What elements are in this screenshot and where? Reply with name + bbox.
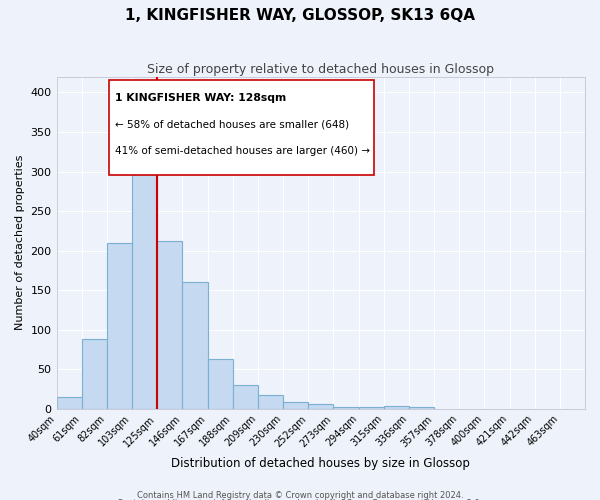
Bar: [182, 282, 208, 409]
Bar: [56, 397, 82, 409]
Text: 1, KINGFISHER WAY, GLOSSOP, SK13 6QA: 1, KINGFISHER WAY, GLOSSOP, SK13 6QA: [125, 8, 475, 22]
Text: 41% of semi-detached houses are larger (460) →: 41% of semi-detached houses are larger (…: [115, 146, 370, 156]
Title: Size of property relative to detached houses in Glossop: Size of property relative to detached ho…: [147, 62, 494, 76]
FancyBboxPatch shape: [109, 80, 374, 174]
Bar: [82, 339, 107, 409]
Text: Contains public sector information licensed under the Open Government Licence v3: Contains public sector information licen…: [118, 499, 482, 500]
Bar: [334, 407, 359, 409]
Bar: [258, 394, 283, 409]
Bar: [359, 407, 383, 409]
Bar: [208, 359, 233, 409]
Bar: [383, 406, 409, 409]
Text: ← 58% of detached houses are smaller (648): ← 58% of detached houses are smaller (64…: [115, 120, 349, 130]
Bar: [409, 407, 434, 409]
X-axis label: Distribution of detached houses by size in Glossop: Distribution of detached houses by size …: [172, 457, 470, 470]
Bar: [107, 242, 132, 409]
Bar: [308, 404, 334, 409]
Bar: [132, 169, 157, 409]
Text: 1 KINGFISHER WAY: 128sqm: 1 KINGFISHER WAY: 128sqm: [115, 94, 286, 104]
Text: Contains HM Land Registry data © Crown copyright and database right 2024.: Contains HM Land Registry data © Crown c…: [137, 490, 463, 500]
Bar: [233, 385, 258, 409]
Bar: [283, 402, 308, 409]
Bar: [157, 241, 182, 409]
Y-axis label: Number of detached properties: Number of detached properties: [15, 155, 25, 330]
